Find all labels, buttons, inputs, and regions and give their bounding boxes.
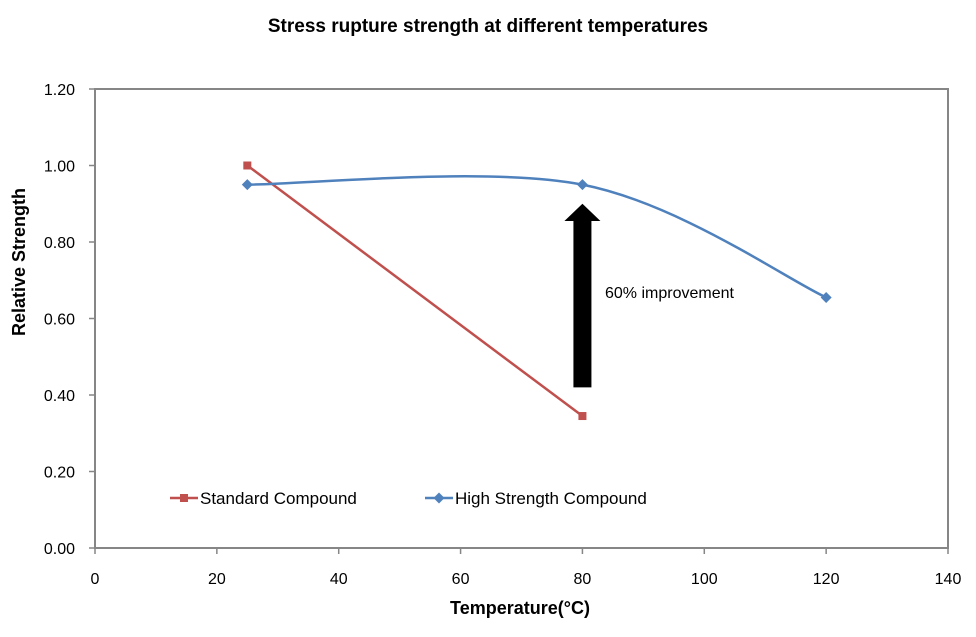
x-tick-label: 80 — [574, 571, 592, 588]
y-tick-label: 1.00 — [44, 159, 75, 176]
x-tick-label: 140 — [935, 571, 962, 588]
legend: Standard Compound High Strength Compound — [170, 489, 647, 508]
data-point-diamond — [820, 291, 832, 303]
data-point-diamond — [241, 179, 253, 191]
x-tick-label: 20 — [208, 571, 226, 588]
x-tick-label: 100 — [691, 571, 718, 588]
x-tick-label: 60 — [452, 571, 470, 588]
y-tick-label: 1.20 — [44, 82, 75, 99]
x-axis: 0 20 40 60 80 100 120 140 — [91, 548, 962, 588]
x-tick-label: 40 — [330, 571, 348, 588]
y-tick-label: 0.60 — [44, 312, 75, 329]
y-tick-label: 0.20 — [44, 465, 75, 482]
data-point-diamond — [576, 179, 588, 191]
x-tick-label: 0 — [91, 571, 100, 588]
chart-title: Stress rupture strength at different tem… — [268, 16, 708, 37]
data-point-square — [243, 161, 252, 170]
annotation-layer: 60% improvement — [564, 203, 735, 388]
y-tick-label: 0.80 — [44, 235, 75, 252]
series-line-0 — [246, 164, 584, 418]
x-tick-label: 120 — [813, 571, 840, 588]
x-axis-title: Temperature(°C) — [450, 598, 590, 618]
legend-marker-square — [180, 494, 188, 502]
annotation-label: 60% improvement — [605, 285, 735, 302]
legend-label-1: High Strength Compound — [455, 489, 647, 508]
y-axis: 0.00 0.20 0.40 0.60 0.80 1.00 1.20 — [44, 82, 95, 558]
legend-label-0: Standard Compound — [200, 489, 357, 508]
improvement-arrow — [564, 203, 601, 388]
y-axis-title: Relative Strength — [9, 188, 29, 336]
plot-area — [94, 88, 949, 549]
y-tick-label: 0.40 — [44, 388, 75, 405]
legend-marker-diamond — [433, 492, 445, 504]
series-layer — [241, 161, 832, 421]
y-tick-label: 0.00 — [44, 541, 75, 558]
data-point-square — [578, 412, 587, 421]
